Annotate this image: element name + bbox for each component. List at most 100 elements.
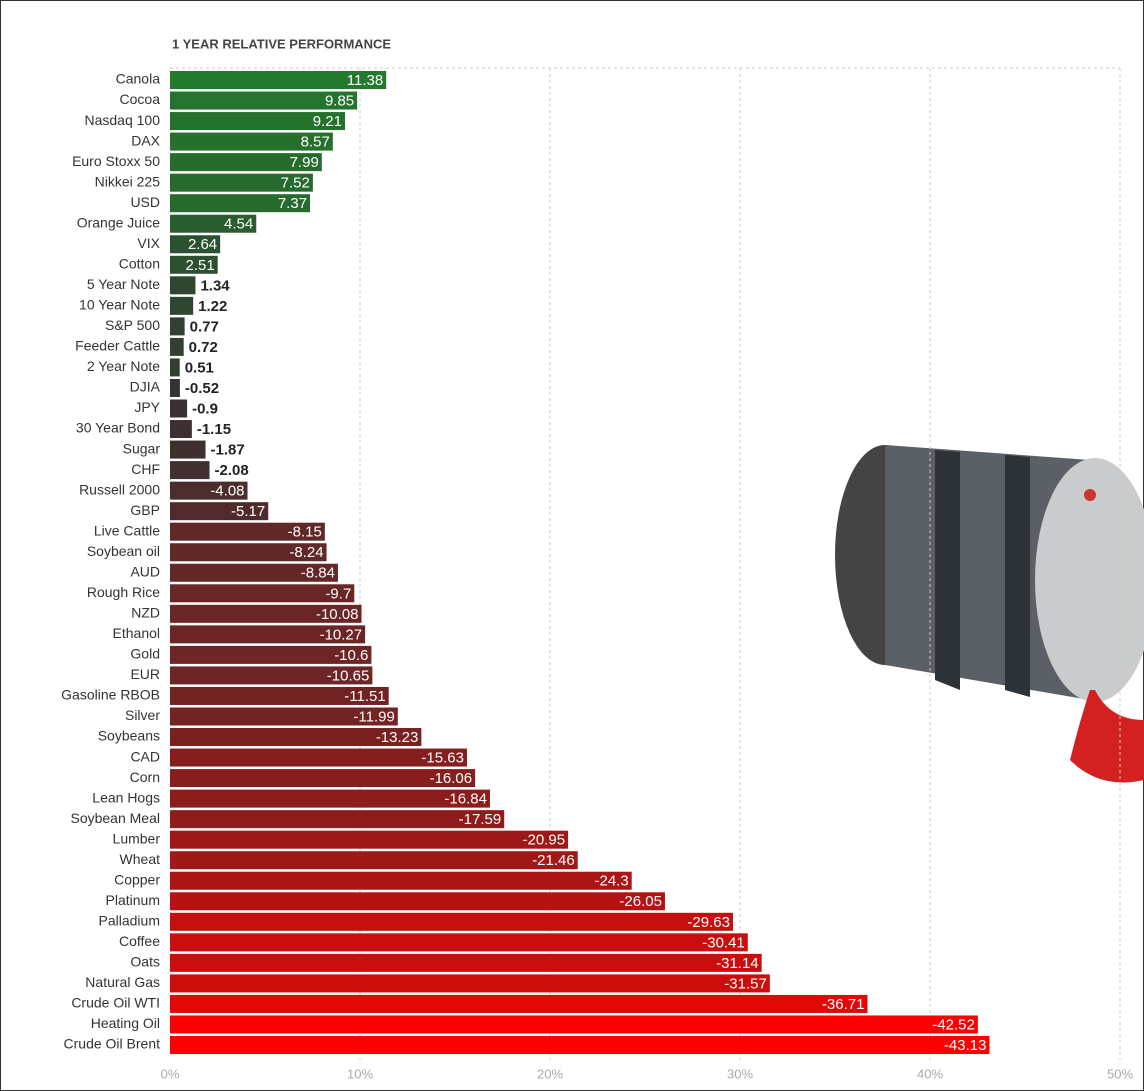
category-label: Gasoline RBOB (61, 687, 160, 703)
bar (170, 994, 868, 1013)
category-label: Soybean Meal (70, 810, 160, 826)
value-label: -24.3 (594, 873, 628, 890)
category-label: Russell 2000 (79, 481, 160, 497)
bar (170, 358, 180, 377)
bar (170, 543, 327, 562)
category-label: USD (130, 194, 160, 210)
bar (170, 625, 366, 644)
category-label: Cotton (119, 255, 160, 271)
x-tick-label: 50% (1107, 1066, 1133, 1081)
bar (170, 604, 362, 623)
bar (170, 461, 210, 480)
value-label: -20.95 (523, 832, 566, 849)
category-label: Heating Oil (91, 1015, 160, 1031)
bar (170, 953, 762, 972)
category-label: Feeder Cattle (75, 338, 160, 354)
category-label: Corn (130, 769, 160, 785)
value-label: 9.21 (313, 113, 342, 130)
value-label: 0.72 (189, 339, 218, 356)
bar (170, 584, 355, 603)
x-tick-label: 10% (347, 1066, 373, 1081)
bar (170, 276, 196, 295)
bar (170, 769, 476, 788)
value-label: -8.24 (289, 544, 323, 561)
category-label: Ethanol (113, 625, 160, 641)
x-tick-label: 40% (917, 1066, 943, 1081)
value-label: 4.54 (224, 216, 253, 233)
bar (170, 892, 665, 911)
category-label: Wheat (120, 851, 161, 867)
value-label: -30.41 (702, 934, 745, 951)
category-label: S&P 500 (105, 317, 160, 333)
value-label: 2.51 (185, 257, 214, 274)
bar (170, 71, 387, 89)
category-label: JPY (134, 399, 160, 415)
category-label: NZD (131, 605, 160, 621)
bar (170, 296, 194, 315)
value-label: 2.64 (188, 236, 217, 253)
value-label: -36.71 (822, 996, 865, 1013)
value-label: 7.52 (281, 175, 310, 192)
bar (170, 173, 313, 192)
bar (170, 378, 180, 397)
value-label: -1.87 (211, 442, 245, 459)
category-label: Nasdaq 100 (84, 112, 160, 128)
bar (170, 563, 338, 582)
value-label: -5.17 (231, 503, 265, 520)
category-label: 5 Year Note (87, 276, 160, 292)
bar (170, 214, 257, 233)
category-label: 30 Year Bond (76, 420, 160, 436)
category-label: Palladium (99, 913, 160, 929)
category-label: Nikkei 225 (95, 173, 161, 189)
category-label: Crude Oil Brent (64, 1036, 161, 1052)
bar (170, 851, 578, 870)
bar (170, 91, 358, 110)
category-label: Sugar (123, 440, 161, 456)
category-label: AUD (130, 563, 160, 579)
category-label: VIX (137, 235, 160, 251)
bar (170, 112, 345, 131)
category-label: 10 Year Note (79, 297, 160, 313)
value-label: -16.06 (430, 770, 473, 787)
category-label: Oats (130, 954, 160, 970)
bar (170, 153, 322, 172)
value-label: -42.52 (932, 1016, 975, 1033)
value-label: -10.08 (316, 606, 359, 623)
category-label: Soybeans (98, 728, 160, 744)
bar (170, 399, 188, 418)
value-label: 7.37 (278, 195, 307, 212)
x-tick-label: 0% (161, 1066, 180, 1081)
category-label: CHF (131, 461, 160, 477)
value-label: -11.99 (353, 708, 394, 725)
bar (170, 810, 505, 829)
bar (170, 420, 192, 439)
bar (170, 1015, 978, 1034)
value-label: -31.14 (716, 955, 759, 972)
value-label: 0.77 (190, 318, 219, 335)
category-label: Lean Hogs (92, 789, 160, 805)
category-label: DJIA (130, 379, 161, 395)
bar (170, 974, 770, 993)
value-label: -43.13 (944, 1037, 987, 1054)
bar (170, 645, 372, 664)
bar (170, 235, 221, 254)
value-label: 8.57 (301, 134, 330, 151)
bar (170, 748, 467, 767)
bar (170, 337, 184, 356)
value-label: -29.63 (687, 914, 730, 931)
oil-barrel-illustration (835, 445, 1144, 783)
bar (170, 502, 269, 521)
value-label: -13.23 (376, 729, 419, 746)
value-label: -1.15 (197, 421, 231, 438)
category-label: Live Cattle (94, 522, 160, 538)
x-tick-label: 30% (727, 1066, 753, 1081)
bar (170, 522, 325, 541)
value-label: 0.51 (185, 359, 214, 376)
category-label: Platinum (106, 892, 160, 908)
value-label: -17.59 (459, 811, 502, 828)
category-label: Euro Stoxx 50 (72, 153, 160, 169)
value-label: -31.57 (724, 975, 767, 992)
value-label: -9.7 (325, 585, 351, 602)
category-label: Orange Juice (77, 214, 160, 230)
value-label: -15.63 (421, 750, 464, 767)
